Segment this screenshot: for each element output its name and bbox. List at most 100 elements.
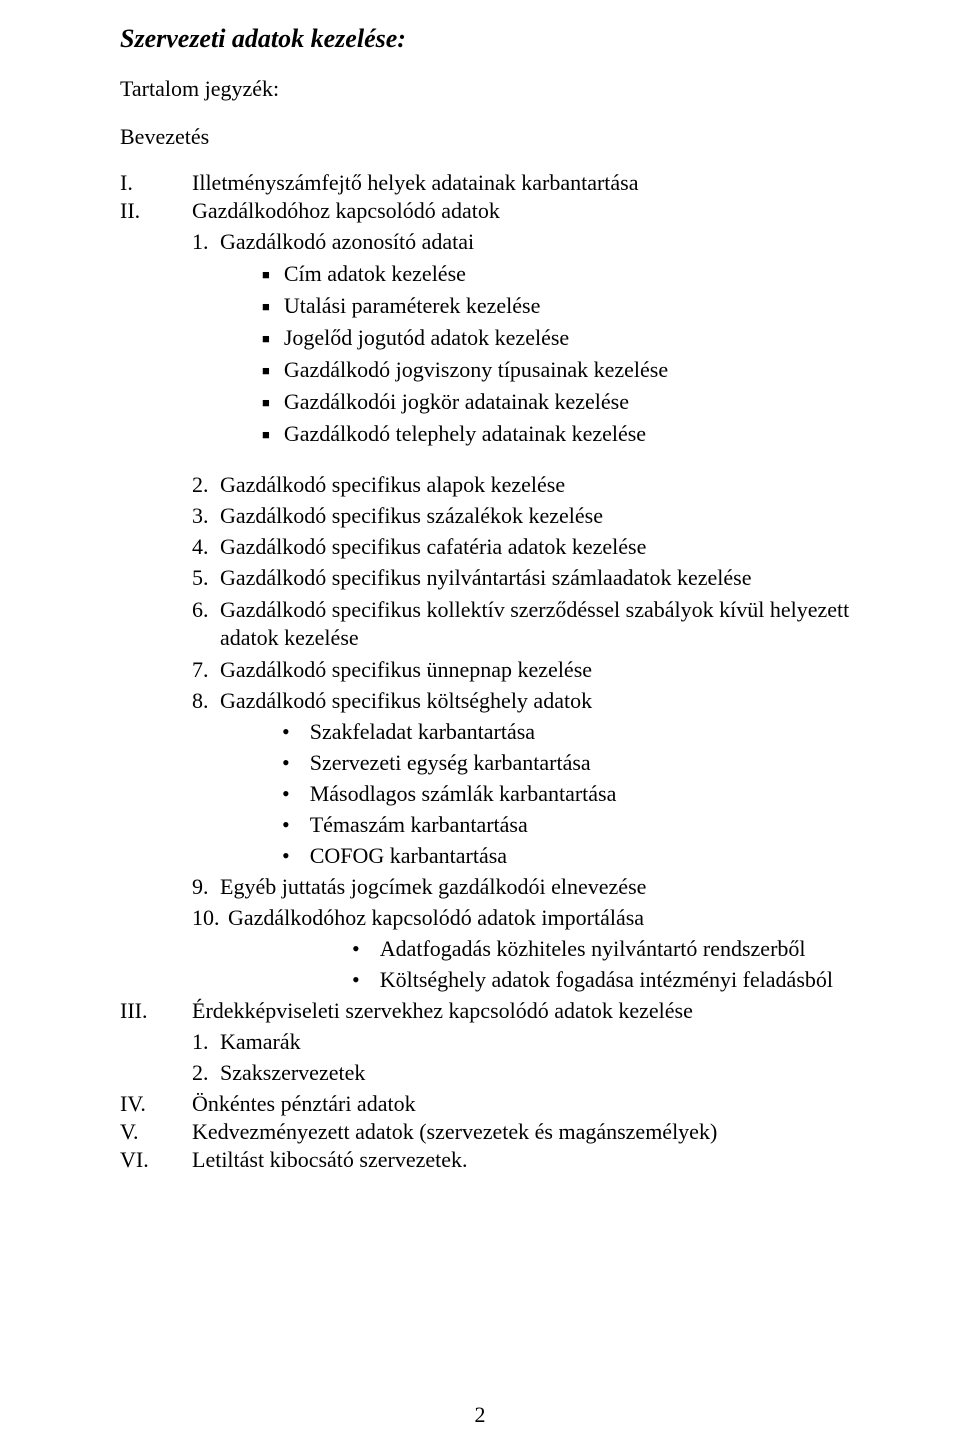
dot-bullet-icon: • — [282, 814, 290, 836]
square-label: Cím adatok kezelése — [284, 261, 466, 287]
roman-label: Illetményszámfejtő helyek adatainak karb… — [192, 170, 639, 196]
ordered-number: 3. — [192, 503, 220, 529]
ordered-number: 2. — [192, 472, 220, 498]
square-item: ■Gazdálkodó telephely adatainak kezelése — [262, 421, 864, 448]
dot-bullet-icon: • — [282, 845, 290, 867]
ordered-label: Gazdálkodó specifikus cafatéria adatok k… — [220, 534, 646, 560]
roman-item-v: V. Kedvezményezett adatok (szervezetek é… — [120, 1119, 864, 1145]
roman-item-i: I. Illetményszámfejtő helyek adatainak k… — [120, 170, 864, 196]
dot-item: • COFOG karbantartása — [282, 843, 864, 869]
square-item: ■ Gazdálkodói jogkör adatainak kezelése — [262, 389, 864, 416]
ordered-number: 8. — [192, 688, 220, 714]
dot-bullet-icon: • — [352, 969, 360, 991]
dot-label: Költséghely adatok fogadása intézményi f… — [380, 967, 833, 993]
ordered-label: Kamarák — [220, 1029, 301, 1055]
dot-label: Szervezeti egység karbantartása — [310, 750, 591, 776]
ordered-item-1: 1. Gazdálkodó azonosító adatai — [192, 229, 864, 255]
roman-label: Önkéntes pénztári adatok — [192, 1091, 416, 1117]
ordered-item-iii-2: 2. Szakszervezetek — [192, 1060, 864, 1086]
roman-number: IV. — [120, 1091, 192, 1117]
page-number: 2 — [0, 1402, 960, 1428]
dot-bullet-icon: • — [352, 938, 360, 960]
dot-item: • Adatfogadás közhiteles nyilvántartó ren… — [352, 936, 864, 962]
dot-item: • Másodlagos számlák karbantartása — [282, 781, 864, 807]
square-list-1: ■ Cím adatok kezelése ■ Utalási paramétere… — [192, 261, 864, 448]
dot-label: Témaszám karbantartása — [310, 812, 528, 838]
ordered-label: Szakszervezetek — [220, 1060, 365, 1086]
ordered-label: Gazdálkodó specifikus alapok kezelése — [220, 472, 565, 498]
dot-label: Szakfeladat karbantartása — [310, 719, 535, 745]
roman-item-iii: III. Érdekképviseleti szervekhez kapcsol… — [120, 998, 864, 1024]
ordered-label: Gazdálkodó specifikus ünnepnap kezelése — [220, 657, 592, 683]
ordered-item-4: 4. Gazdálkodó specifikus cafatéria adato… — [192, 534, 864, 560]
section-iii-content: 1. Kamarák 2. Szakszervezetek — [192, 1029, 864, 1086]
roman-item-ii: II. Gazdálkodóhoz kapcsolódó adatok — [120, 198, 864, 224]
ordered-number: 10. — [192, 905, 228, 931]
dot-label: Másodlagos számlák karbantartása — [310, 781, 617, 807]
ordered-number: 1. — [192, 229, 220, 255]
roman-label: Gazdálkodóhoz kapcsolódó adatok — [192, 198, 500, 224]
ordered-label: Gazdálkodó specifikus nyilvántartási szá… — [220, 565, 751, 591]
roman-number: VI. — [120, 1147, 192, 1173]
square-item: ■ Cím adatok kezelése — [262, 261, 864, 288]
ordered-label: Gazdálkodó specifikus kollektív szerződé… — [220, 596, 864, 652]
dot-item: •Szakfeladat karbantartása — [282, 719, 864, 745]
page: Szervezeti adatok kezelése: Tartalom jeg… — [0, 0, 960, 1456]
roman-number: III. — [120, 998, 192, 1024]
dot-bullet-icon: • — [282, 783, 290, 805]
square-label: Gazdálkodó jogviszony típusainak kezelés… — [284, 357, 668, 383]
ordered-number: 2. — [192, 1060, 220, 1086]
intro-heading: Bevezetés — [120, 124, 864, 150]
dot-label: Adatfogadás közhiteles nyilvántartó rend… — [380, 936, 806, 962]
ordered-label: Gazdálkodó specifikus százalékok kezelés… — [220, 503, 603, 529]
ordered-number: 1. — [192, 1029, 220, 1055]
roman-label: Érdekképviseleti szervekhez kapcsolódó a… — [192, 998, 693, 1024]
ordered-number: 5. — [192, 565, 220, 591]
ordered-label: Egyéb juttatás jogcímek gazdálkodói elne… — [220, 874, 646, 900]
square-bullet-icon: ■ — [262, 392, 270, 414]
toc-heading: Tartalom jegyzék: — [120, 76, 864, 102]
square-label: Gazdálkodói jogkör adatainak kezelése — [284, 389, 629, 415]
roman-number: II. — [120, 198, 192, 224]
square-item: ■ Utalási paraméterek kezelése — [262, 293, 864, 320]
square-bullet-icon: ■ — [262, 360, 270, 382]
square-item: ■ Jogelőd jogutód adatok kezelése — [262, 325, 864, 352]
ordered-item-iii-1: 1. Kamarák — [192, 1029, 864, 1055]
square-bullet-icon: ■ — [262, 264, 270, 286]
ordered-item-10: 10. Gazdálkodóhoz kapcsolódó adatok impo… — [192, 905, 864, 931]
ordered-label: Gazdálkodóhoz kapcsolódó adatok importál… — [228, 905, 644, 931]
square-label: Jogelőd jogutód adatok kezelése — [284, 325, 569, 351]
dot-label: COFOG karbantartása — [310, 843, 507, 869]
dot-bullet-icon: • — [282, 752, 290, 774]
ordered-label: Gazdálkodó specifikus költséghely adatok — [220, 688, 592, 714]
ordered-number: 7. — [192, 657, 220, 683]
roman-number: V. — [120, 1119, 192, 1145]
ordered-item-2: 2. Gazdálkodó specifikus alapok kezelése — [192, 472, 864, 498]
square-label: Gazdálkodó telephely adatainak kezelése — [284, 421, 646, 447]
ordered-item-6: 6. Gazdálkodó specifikus kollektív szerz… — [192, 596, 864, 652]
ordered-number: 4. — [192, 534, 220, 560]
square-item: ■ Gazdálkodó jogviszony típusainak kezelé… — [262, 357, 864, 384]
ordered-item-5: 5. Gazdálkodó specifikus nyilvántartási … — [192, 565, 864, 591]
ordered-item-8: 8. Gazdálkodó specifikus költséghely ada… — [192, 688, 864, 714]
ordered-number: 9. — [192, 874, 220, 900]
ordered-label: Gazdálkodó azonosító adatai — [220, 229, 474, 255]
ordered-item-3: 3. Gazdálkodó specifikus százalékok keze… — [192, 503, 864, 529]
roman-item-iv: IV. Önkéntes pénztári adatok — [120, 1091, 864, 1117]
square-bullet-icon: ■ — [262, 328, 270, 350]
roman-label: Kedvezményezett adatok (szervezetek és m… — [192, 1119, 717, 1145]
dot-item: • Szervezeti egység karbantartása — [282, 750, 864, 776]
square-label: Utalási paraméterek kezelése — [284, 293, 541, 319]
dot-list-10: • Adatfogadás közhiteles nyilvántartó ren… — [352, 936, 864, 993]
page-title: Szervezeti adatok kezelése: — [120, 24, 864, 54]
roman-number: I. — [120, 170, 192, 196]
ordered-item-9: 9. Egyéb juttatás jogcímek gazdálkodói e… — [192, 874, 864, 900]
ordered-number: 6. — [192, 597, 220, 623]
square-bullet-icon: ■ — [262, 296, 270, 318]
dot-item: • Témaszám karbantartása — [282, 812, 864, 838]
roman-label: Letiltást kibocsátó szervezetek. — [192, 1147, 468, 1173]
roman-item-vi: VI. Letiltást kibocsátó szervezetek. — [120, 1147, 864, 1173]
ordered-item-7: 7. Gazdálkodó specifikus ünnepnap kezelé… — [192, 657, 864, 683]
dot-item: • Költséghely adatok fogadása intézményi … — [352, 967, 864, 993]
dot-list-8: •Szakfeladat karbantartása •Szervezeti e… — [282, 719, 864, 869]
